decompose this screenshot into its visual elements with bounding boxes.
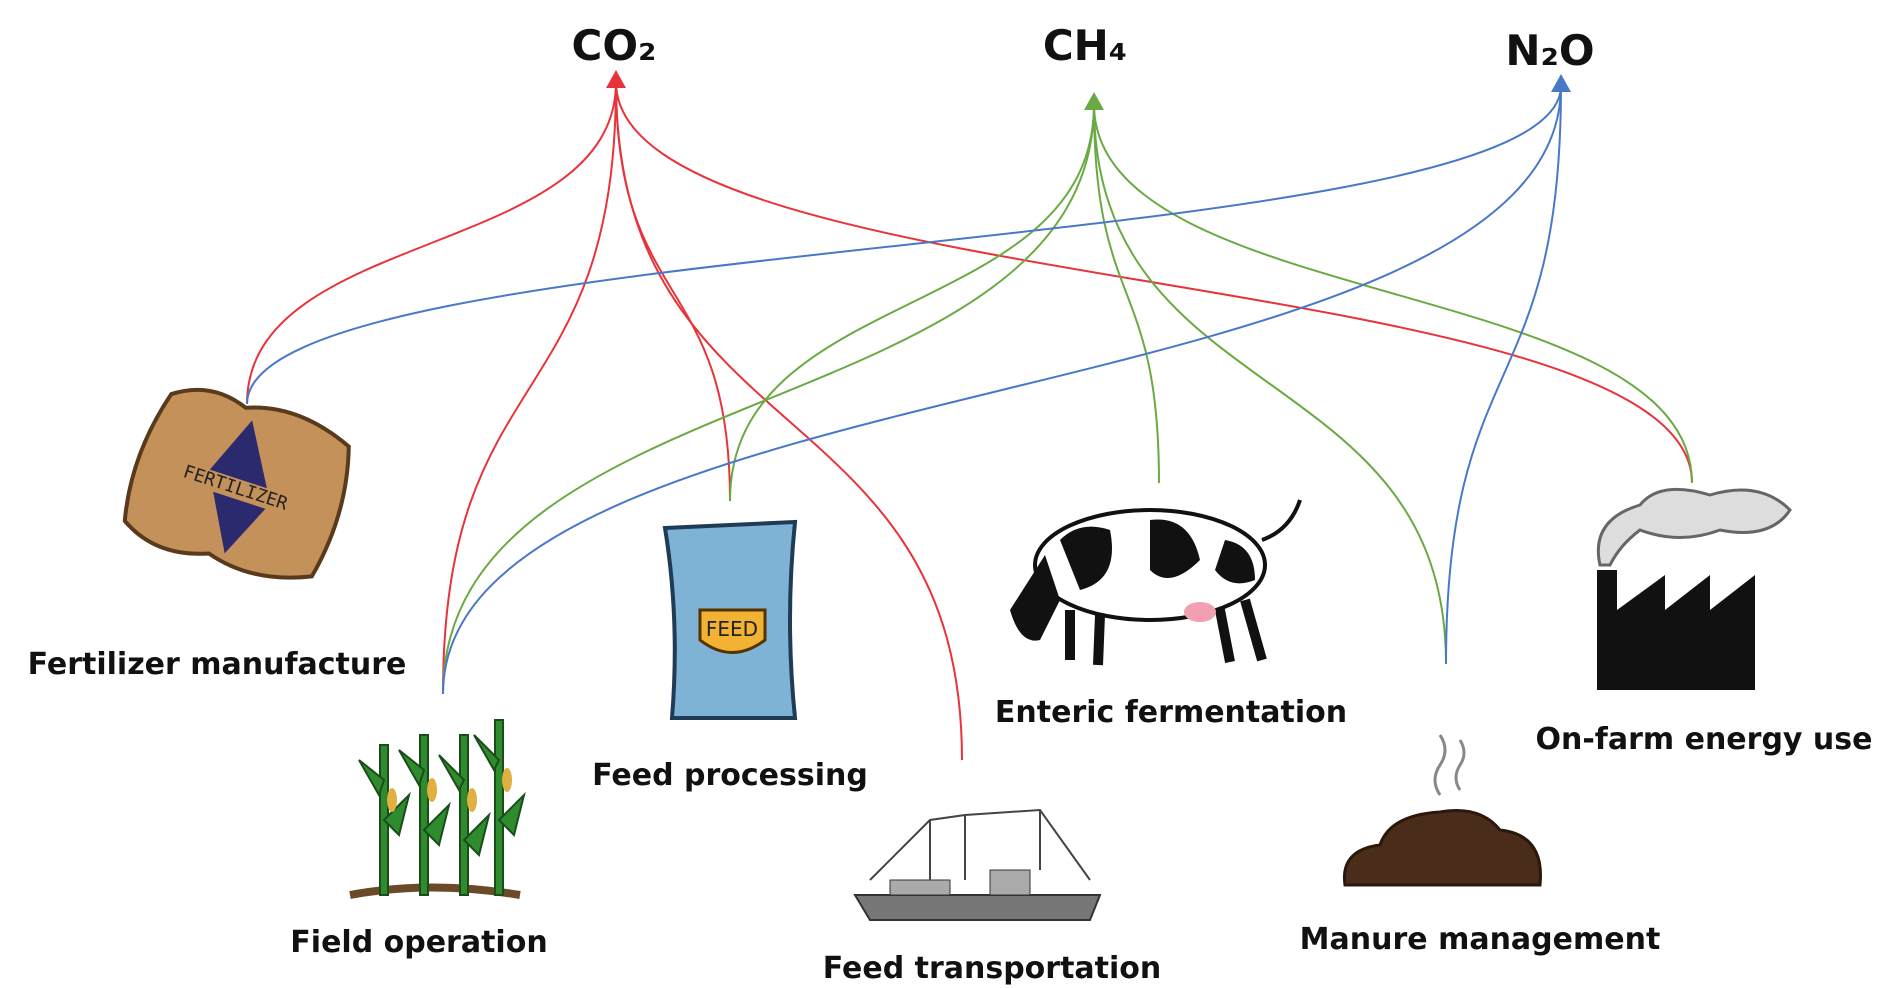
feed-icon: FEED [662,519,798,720]
link [246,81,617,405]
svg-text:FEED: FEED [706,617,758,641]
links [246,70,1693,761]
field-icon [349,719,526,899]
arrowhead [1084,92,1104,110]
source-label: On-farm energy use [1536,722,1873,757]
link [615,81,1693,484]
labels: CO₂ CH₄ N₂O Fertilizer manufacture Field… [28,21,1873,986]
source-label: Manure management [1300,922,1661,957]
gas-label: CO₂ [572,21,657,70]
source-label: Enteric fermentation [995,695,1347,730]
link [615,81,963,761]
source-label: Feed transportation [823,951,1162,986]
manure-icon [1342,734,1542,887]
factory-icon [1596,487,1792,690]
fertilizer-icon: FERTILIZER [122,387,351,580]
link [246,85,1562,405]
ship-icon [853,808,1102,921]
source-label: Fertilizer manufacture [28,647,407,682]
link [442,103,1095,695]
link [615,81,731,502]
arrowhead [1551,74,1571,92]
gas-label: N₂O [1505,26,1594,75]
link [1445,85,1562,665]
link [1093,103,1160,484]
link [442,81,617,695]
link [729,103,1095,502]
link [1093,103,1447,665]
link [1093,103,1693,484]
arrowhead [606,70,626,88]
source-label: Field operation [290,925,547,960]
source-label: Feed processing [592,758,868,793]
gas-label: CH₄ [1043,21,1127,70]
link [442,85,1562,695]
cow-icon [1010,499,1302,666]
